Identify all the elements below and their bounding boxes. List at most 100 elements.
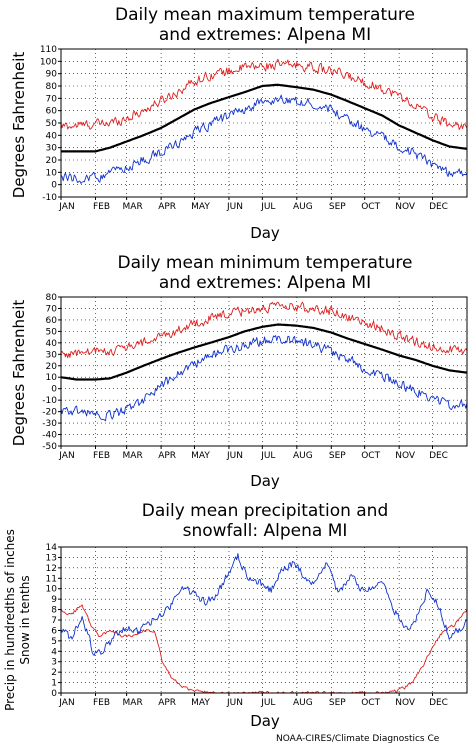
- precip-xtick-label: JAN: [58, 698, 74, 708]
- min-ytick-label: 70: [46, 304, 58, 314]
- min-ytick-label: -20: [42, 408, 57, 418]
- precip-xtick-label: MAR: [123, 698, 143, 708]
- min-plot-frame: [60, 296, 468, 447]
- precip-xtick-label: AUG: [293, 698, 313, 708]
- max-xtick-label: JAN: [58, 202, 74, 212]
- max-series-low: [60, 94, 468, 184]
- precip-grid: [61, 547, 467, 693]
- precip-ytick-label: 12: [46, 564, 57, 574]
- precip-xtick-label: OCT: [361, 698, 380, 708]
- min-ytick-label: 30: [46, 350, 58, 360]
- max-chart-ylabel: Degrees Fahrenheit: [10, 52, 28, 199]
- precipitation-chart: Daily mean precipitation and snowfall: A…: [3, 501, 468, 730]
- min-series-low: [60, 335, 468, 422]
- min-xtick-label: DEC: [429, 451, 448, 461]
- precip-ytick-label: 7: [51, 616, 57, 626]
- max-xtick-label: OCT: [361, 202, 380, 212]
- max-xtick-label: DEC: [429, 202, 448, 212]
- precip-chart-ylabel-line1: Precip in hundredths of inches: [3, 529, 17, 711]
- precip-ytick-label: 0: [51, 689, 57, 699]
- max-xtick-label: SEP: [329, 202, 346, 212]
- min-ytick-label: -30: [42, 419, 57, 429]
- min-ytick-label: 0: [51, 385, 57, 395]
- max-ytick-label: 0: [51, 181, 57, 191]
- max-temperature-chart: Daily mean maximum temperature and extre…: [10, 5, 468, 242]
- max-chart-xlabel: Day: [250, 224, 280, 242]
- max-ytick-label: 30: [46, 144, 58, 154]
- min-ytick-label: 20: [46, 362, 58, 372]
- max-series-record: [60, 58, 468, 130]
- credit-text: NOAA-CIRES/Climate Diagnostics Ce: [276, 734, 440, 744]
- min-series-record: [60, 301, 468, 359]
- min-chart-xlabel: Day: [250, 472, 280, 490]
- min-xtick-label: FEB: [93, 451, 110, 461]
- precip-chart-title-line1: Daily mean precipitation and: [142, 501, 389, 521]
- precip-ytick-label: 2: [51, 668, 57, 678]
- min-grid: [61, 297, 467, 446]
- max-ytick-label: 20: [46, 156, 58, 166]
- min-xtick-label: APR: [158, 451, 176, 461]
- precip-ytick-label: 4: [51, 647, 57, 657]
- min-xtick-label: MAR: [123, 451, 143, 461]
- min-xtick-label: AUG: [293, 451, 313, 461]
- max-xtick-label: NOV: [395, 202, 416, 212]
- max-ytick-label: 110: [40, 45, 57, 55]
- precip-ytick-label: 9: [51, 595, 57, 605]
- max-ytick-label: 50: [46, 119, 58, 129]
- min-ytick-label: 50: [46, 327, 58, 337]
- min-ytick-label: -40: [42, 431, 57, 441]
- max-ytick-label: 70: [46, 94, 58, 104]
- precip-ytick-label: 14: [46, 543, 58, 553]
- max-ytick-label: -10: [42, 193, 57, 203]
- max-xtick-label: JUL: [260, 202, 275, 212]
- precip-series-precip: [60, 553, 468, 656]
- precip-xtick-label: SEP: [329, 698, 346, 708]
- precip-xtick-label: APR: [158, 698, 176, 708]
- min-chart-title-line2: and extremes: Alpena MI: [159, 273, 371, 293]
- precip-ytick-label: 8: [51, 606, 57, 616]
- precip-xtick-label: DEC: [429, 698, 448, 708]
- max-ytick-label: 100: [40, 57, 57, 67]
- precip-xtick-label: FEB: [93, 698, 110, 708]
- precip-ytick-label: 5: [51, 637, 57, 647]
- min-ytick-label: 10: [46, 373, 58, 383]
- precip-ytick-label: 3: [51, 658, 57, 668]
- max-ytick-label: 60: [46, 107, 58, 117]
- min-temperature-chart: Daily mean minimum temperature and extre…: [10, 253, 468, 490]
- precip-ytick-label: 13: [46, 553, 57, 563]
- min-xtick-label: NOV: [395, 451, 416, 461]
- max-chart-title-line1: Daily mean maximum temperature: [115, 5, 415, 25]
- min-chart-ylabel: Degrees Fahrenheit: [10, 300, 28, 447]
- max-xtick-label: MAR: [123, 202, 143, 212]
- min-ytick-label: -50: [42, 442, 57, 452]
- precip-ytick-label: 10: [46, 585, 58, 595]
- min-ytick-label: 80: [46, 293, 58, 303]
- max-xtick-label: AUG: [293, 202, 313, 212]
- max-xtick-label: FEB: [93, 202, 110, 212]
- min-xtick-label: MAY: [191, 451, 210, 461]
- precip-xtick-label: MAY: [191, 698, 210, 708]
- min-ytick-label: 40: [46, 339, 58, 349]
- precip-xtick-label: JUN: [226, 698, 243, 708]
- precip-ytick-label: 1: [51, 679, 57, 689]
- precip-xtick-label: NOV: [395, 698, 416, 708]
- precip-chart-ylabel-line2: Snow in tenths: [18, 575, 32, 664]
- min-xtick-label: SEP: [329, 451, 346, 461]
- precip-series-snow: [60, 604, 468, 694]
- min-series-mean: [60, 323, 468, 381]
- min-xtick-label: JUL: [260, 451, 275, 461]
- precip-chart-title-line2: snowfall: Alpena MI: [183, 521, 348, 541]
- precip-xtick-label: JUL: [260, 698, 275, 708]
- max-ytick-label: 10: [46, 168, 58, 178]
- min-ytick-label: -10: [42, 396, 57, 406]
- min-xtick-label: OCT: [361, 451, 380, 461]
- max-ytick-label: 90: [46, 70, 58, 80]
- max-xtick-label: APR: [158, 202, 176, 212]
- min-chart-title-line1: Daily mean minimum temperature: [118, 253, 413, 273]
- max-chart-title-line2: and extremes: Alpena MI: [159, 25, 371, 45]
- max-xtick-label: MAY: [191, 202, 210, 212]
- max-ytick-label: 80: [46, 82, 58, 92]
- min-ytick-label: 60: [46, 316, 58, 326]
- precip-ytick-label: 11: [46, 574, 57, 584]
